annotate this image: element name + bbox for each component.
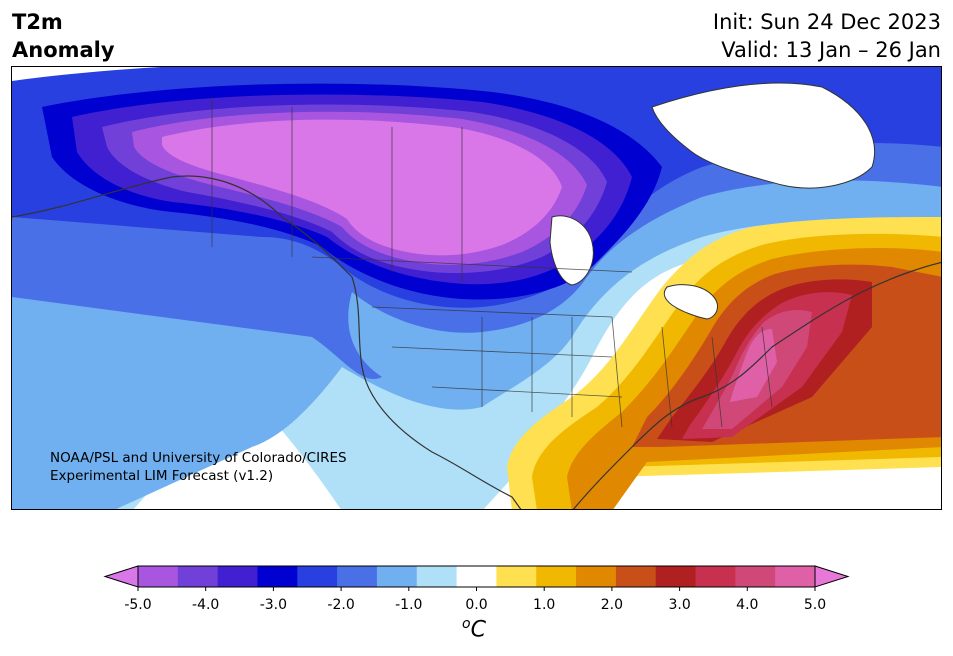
colorbar-tick-label: 0.0 xyxy=(465,597,488,613)
credit-line-2: Experimental LIM Forecast (v1.2) xyxy=(50,468,274,484)
colorbar-tick-label: -2.0 xyxy=(327,597,355,613)
colorbar-swatch xyxy=(695,566,736,587)
colorbar-swatch xyxy=(615,566,657,587)
colorbar-swatch xyxy=(456,566,497,587)
units-degree: o xyxy=(462,616,471,632)
colorbar-tick-label: -3.0 xyxy=(259,597,288,613)
colorbar-tick-label: 1.0 xyxy=(533,597,556,613)
coastline xyxy=(12,175,941,509)
colorbar-tick-label: -5.0 xyxy=(124,597,152,613)
political-borders xyxy=(211,97,773,428)
colorbar-ticks xyxy=(137,587,816,591)
colorbar-tick-label: 5.0 xyxy=(803,597,827,613)
colorbar-tick-label: 3.0 xyxy=(668,597,691,613)
colorbar-swatch xyxy=(735,566,776,587)
colorbar-tick-label: -4.0 xyxy=(192,597,220,613)
anomaly-map: NOAA/PSL and University of Colorado/CIRE… xyxy=(11,66,942,510)
credit-text: NOAA/PSL and University of Colorado/CIRE… xyxy=(50,449,347,485)
colorbar-swatch xyxy=(217,566,258,587)
colorbar-right-arrow xyxy=(814,565,850,588)
credit-line-1: NOAA/PSL and University of Colorado/CIRE… xyxy=(50,450,347,466)
colorbar-left-arrow xyxy=(103,565,139,588)
colorbar-swatch xyxy=(257,566,298,587)
colorbar-swatch xyxy=(138,566,179,587)
map-canvas xyxy=(12,67,941,509)
colorbar-swatch xyxy=(496,566,537,587)
map-title: T2m Anomaly xyxy=(12,8,115,64)
title-line-2: Anomaly xyxy=(12,38,115,62)
colorbar-tick-label: 2.0 xyxy=(600,597,624,613)
colorbar-units: oC xyxy=(462,616,486,642)
great-lakes-water xyxy=(663,284,718,320)
title-line-1: T2m xyxy=(12,10,63,34)
units-letter: C xyxy=(470,617,486,643)
init-date: Init: Sun 24 Dec 2023 xyxy=(712,10,941,34)
greenland-landmass xyxy=(651,82,876,189)
hudson-bay-water xyxy=(549,215,594,286)
colorbar-swatches xyxy=(138,566,816,587)
colorbar-tick-label: 4.0 xyxy=(736,597,759,613)
colorbar-swatch xyxy=(655,566,697,587)
colorbar-swatch xyxy=(376,566,418,587)
colorbar-swatch xyxy=(576,566,617,587)
colorbar-swatch xyxy=(297,566,338,587)
colorbar-swatch xyxy=(536,566,577,587)
colorbar-tick-label: -1.0 xyxy=(395,597,423,613)
forecast-dates: Init: Sun 24 Dec 2023 Valid: 13 Jan – 26… xyxy=(713,8,941,64)
valid-dates: Valid: 13 Jan – 26 Jan xyxy=(721,38,941,62)
colorbar-swatch xyxy=(416,566,458,587)
colorbar-swatch xyxy=(177,566,219,587)
colorbar-swatch xyxy=(775,566,816,587)
colorbar-swatch xyxy=(337,566,378,587)
